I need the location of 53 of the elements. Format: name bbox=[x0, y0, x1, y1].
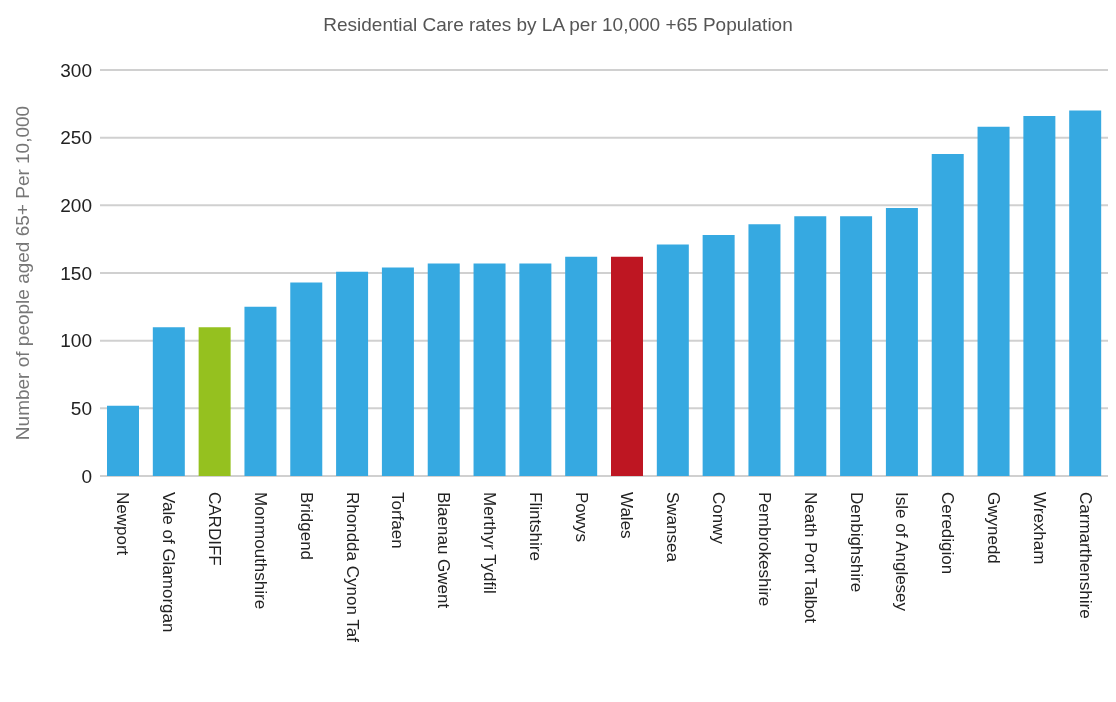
y-tick-label: 300 bbox=[60, 59, 92, 81]
bar bbox=[244, 306, 277, 476]
x-tick-label: Rhondda Cynon Taf bbox=[342, 492, 362, 643]
bar bbox=[290, 282, 323, 476]
bar bbox=[885, 208, 918, 476]
x-tick-label: Conwy bbox=[709, 492, 729, 545]
x-tick-label: Ceredigion bbox=[938, 492, 958, 575]
bar bbox=[427, 263, 460, 476]
bar bbox=[565, 256, 598, 476]
y-axis-title: Number of people aged 65+ Per 10,000 bbox=[11, 105, 33, 441]
bar bbox=[152, 327, 185, 476]
bar bbox=[977, 126, 1010, 476]
y-tick-label: 250 bbox=[60, 127, 92, 149]
x-tick-label: Carmarthenshire bbox=[1075, 492, 1095, 619]
x-tick-label: Pembrokeshire bbox=[754, 492, 774, 607]
x-tick-label: Blaenau Gwent bbox=[434, 492, 454, 609]
bar bbox=[931, 153, 964, 476]
bar bbox=[702, 235, 735, 476]
bar bbox=[748, 224, 781, 476]
bar bbox=[473, 263, 506, 476]
x-tick-label: Monmouthshire bbox=[250, 492, 270, 610]
x-tick-label: Denbighshire bbox=[846, 492, 866, 593]
x-tick-label: Isle of Anglesey bbox=[892, 492, 912, 612]
bar bbox=[519, 263, 552, 476]
bar bbox=[794, 216, 827, 476]
y-tick-label: 200 bbox=[60, 195, 92, 217]
y-tick-label: 150 bbox=[60, 262, 92, 284]
bar bbox=[107, 405, 139, 476]
y-tick-label: 50 bbox=[70, 398, 92, 420]
y-tick-label: 0 bbox=[81, 465, 92, 487]
bar bbox=[611, 256, 643, 476]
x-tick-label: Flintshire bbox=[525, 492, 545, 561]
x-tick-label: Merthyr Tydfil bbox=[479, 492, 499, 594]
x-tick-label: Powys bbox=[571, 492, 591, 543]
x-tick-label: Gwynedd bbox=[983, 492, 1003, 564]
x-tick-label: Wrexham bbox=[1029, 492, 1049, 565]
bar bbox=[381, 267, 414, 476]
bar bbox=[840, 216, 873, 476]
x-tick-label: Wales bbox=[617, 492, 637, 539]
x-tick-label: Torfaen bbox=[388, 492, 408, 549]
x-tick-label: Newport bbox=[113, 492, 133, 556]
y-tick-label: 100 bbox=[60, 330, 92, 352]
chart-title: Residential Care rates by LA per 10,000 +65 Population bbox=[322, 13, 794, 37]
bar bbox=[198, 327, 231, 476]
x-tick-label: Neath Port Talbot bbox=[800, 492, 820, 624]
bar bbox=[1069, 110, 1102, 476]
x-tick-label: Vale of Glamorgan bbox=[159, 492, 179, 633]
bar bbox=[656, 244, 689, 476]
x-tick-label: Swansea bbox=[663, 492, 683, 563]
x-tick-label: Bridgend bbox=[296, 492, 316, 561]
bar bbox=[1023, 116, 1056, 476]
bar bbox=[336, 271, 369, 476]
x-tick-label: CARDIFF bbox=[205, 492, 225, 566]
